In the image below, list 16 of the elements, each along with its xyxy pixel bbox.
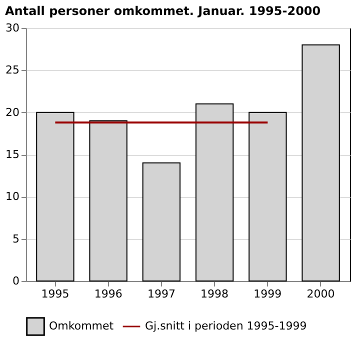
x-tick-label: 1995 (41, 288, 70, 300)
x-tick-label: 1996 (94, 288, 122, 300)
x-tick-label: 1999 (254, 288, 282, 300)
chart-title: Antall personer omkommet. Januar. 1995-2000 (5, 4, 321, 18)
legend-label: Gj.snitt i perioden 1995-1999 (145, 320, 307, 332)
y-tick-label: 30 (6, 22, 20, 34)
x-tick-label: 2000 (306, 288, 335, 300)
y-tick-label: 10 (6, 190, 20, 204)
y-tick-label: 0 (12, 274, 20, 288)
x-tick-label: 1998 (200, 288, 229, 300)
y-tick-label: 5 (12, 232, 20, 246)
legend-label: Omkommet (49, 320, 114, 332)
y-tick-label: 25 (6, 64, 20, 77)
y-tick-label: 15 (6, 148, 20, 161)
x-tick-label: 1997 (147, 288, 176, 300)
y-tick-label: 20 (6, 106, 20, 119)
